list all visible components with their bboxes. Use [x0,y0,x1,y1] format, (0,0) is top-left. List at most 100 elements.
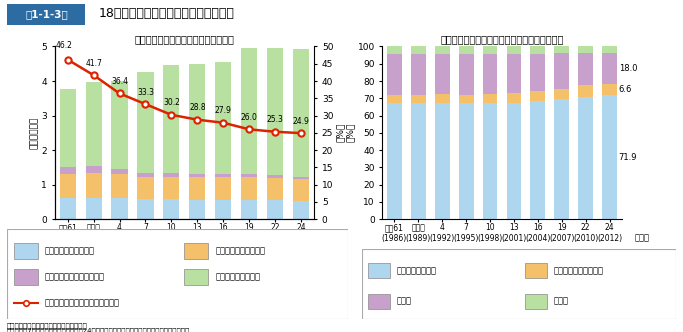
Bar [555,53,569,89]
Bar [531,54,545,91]
Bar [85,173,102,198]
Bar [189,64,206,174]
Bar [435,46,449,54]
Bar [602,84,617,95]
Bar [137,177,154,200]
Bar [483,54,497,94]
Bar [579,97,593,219]
FancyBboxPatch shape [184,269,208,285]
Y-axis label: （千万世帯）: （千万世帯） [29,117,38,149]
FancyBboxPatch shape [525,263,547,278]
Bar [531,46,545,54]
Text: （注）平成7年の数値は兵庫県を，平成24年の数値は福島県を，それぞれ除いたものである。: （注）平成7年の数値は兵庫県を，平成24年の数値は福島県を，それぞれ除いたもので… [7,328,190,332]
Bar [411,46,426,54]
Bar [111,169,128,174]
Bar [387,104,402,219]
Bar [602,46,617,52]
Bar [387,46,402,54]
Bar [215,174,232,177]
Y-axis label: （%）: （%） [336,123,345,142]
Bar [241,174,257,177]
Text: 子どもが３人以上いる世帯: 子どもが３人以上いる世帯 [44,272,104,281]
Bar [507,103,521,219]
Bar [215,62,232,174]
FancyBboxPatch shape [7,229,348,319]
Bar [411,104,426,219]
FancyBboxPatch shape [7,4,85,26]
Bar [435,54,449,94]
Bar [111,199,128,219]
Bar [293,179,309,201]
Text: 24.9: 24.9 [293,117,309,125]
Bar [163,173,180,177]
Text: 26.0: 26.0 [241,113,257,122]
Bar [507,46,521,54]
Bar [215,177,232,200]
Text: 6.6: 6.6 [619,85,632,94]
Text: 46.2: 46.2 [55,41,72,50]
Bar [85,82,102,166]
FancyBboxPatch shape [362,249,676,319]
Text: 子どもが１人いる世帯: 子どもが１人いる世帯 [44,246,94,255]
Text: 第1-1-3図: 第1-1-3図 [25,9,68,19]
Text: 18歳未満の未婚の子どものいる世帯数: 18歳未満の未婚の子どものいる世帯数 [99,7,235,20]
Bar [555,99,569,219]
Bar [293,201,309,219]
Text: 25.3: 25.3 [267,115,283,124]
Text: 夫婦と子どものみ: 夫婦と子どものみ [397,266,436,275]
Bar [267,200,283,219]
Bar [507,54,521,93]
FancyBboxPatch shape [14,269,38,285]
Text: 子どもが２人いる世帯: 子どもが２人いる世帯 [215,246,265,255]
Bar [137,72,154,173]
Text: 子どもがいる世帯の割合（右軸）: 子どもがいる世帯の割合（右軸） [44,298,120,307]
Bar [435,94,449,103]
Bar [59,199,76,219]
Bar [531,91,545,101]
Bar [85,166,102,173]
Text: 27.9: 27.9 [215,106,232,115]
Text: 36.4: 36.4 [111,77,128,86]
Bar [387,54,402,95]
Bar [137,173,154,177]
Bar [459,46,473,54]
Bar [293,49,309,177]
Text: その他: その他 [554,297,569,306]
FancyBboxPatch shape [184,242,208,259]
Bar [602,95,617,219]
Bar [579,52,593,85]
Bar [137,200,154,219]
Text: （出典）厚生労働省「国民生活基礎調査」: （出典）厚生労働省「国民生活基礎調査」 [7,322,87,329]
Bar [59,89,76,167]
Bar [293,177,309,179]
FancyBboxPatch shape [14,242,38,259]
Bar [459,54,473,95]
Bar [241,177,257,200]
Bar [189,200,206,219]
Text: 71.9: 71.9 [619,153,637,162]
Bar [579,85,593,97]
Bar [163,200,180,219]
FancyBboxPatch shape [368,263,390,278]
Bar [435,103,449,219]
Bar [163,177,180,200]
Bar [85,198,102,219]
Text: 子どものいない世帯: 子どものいない世帯 [215,272,260,281]
Bar [111,174,128,199]
Text: （年）: （年） [635,233,650,242]
Text: ひとり親と子どものみ: ひとり親と子どものみ [554,266,604,275]
Bar [59,174,76,199]
Text: 33.3: 33.3 [137,88,154,97]
Text: （年）: （年） [329,244,344,253]
Bar [189,177,206,200]
Text: 18.0: 18.0 [619,63,637,73]
Bar [267,175,283,178]
Bar [483,46,497,54]
FancyBboxPatch shape [525,293,547,309]
Bar [267,178,283,200]
Bar [507,93,521,103]
Text: 28.8: 28.8 [189,103,206,112]
Bar [411,95,426,104]
Bar [111,81,128,169]
Title: （２）子どものいる世帯の内訳（世帯構造別）: （２）子どものいる世帯の内訳（世帯構造別） [441,34,563,44]
